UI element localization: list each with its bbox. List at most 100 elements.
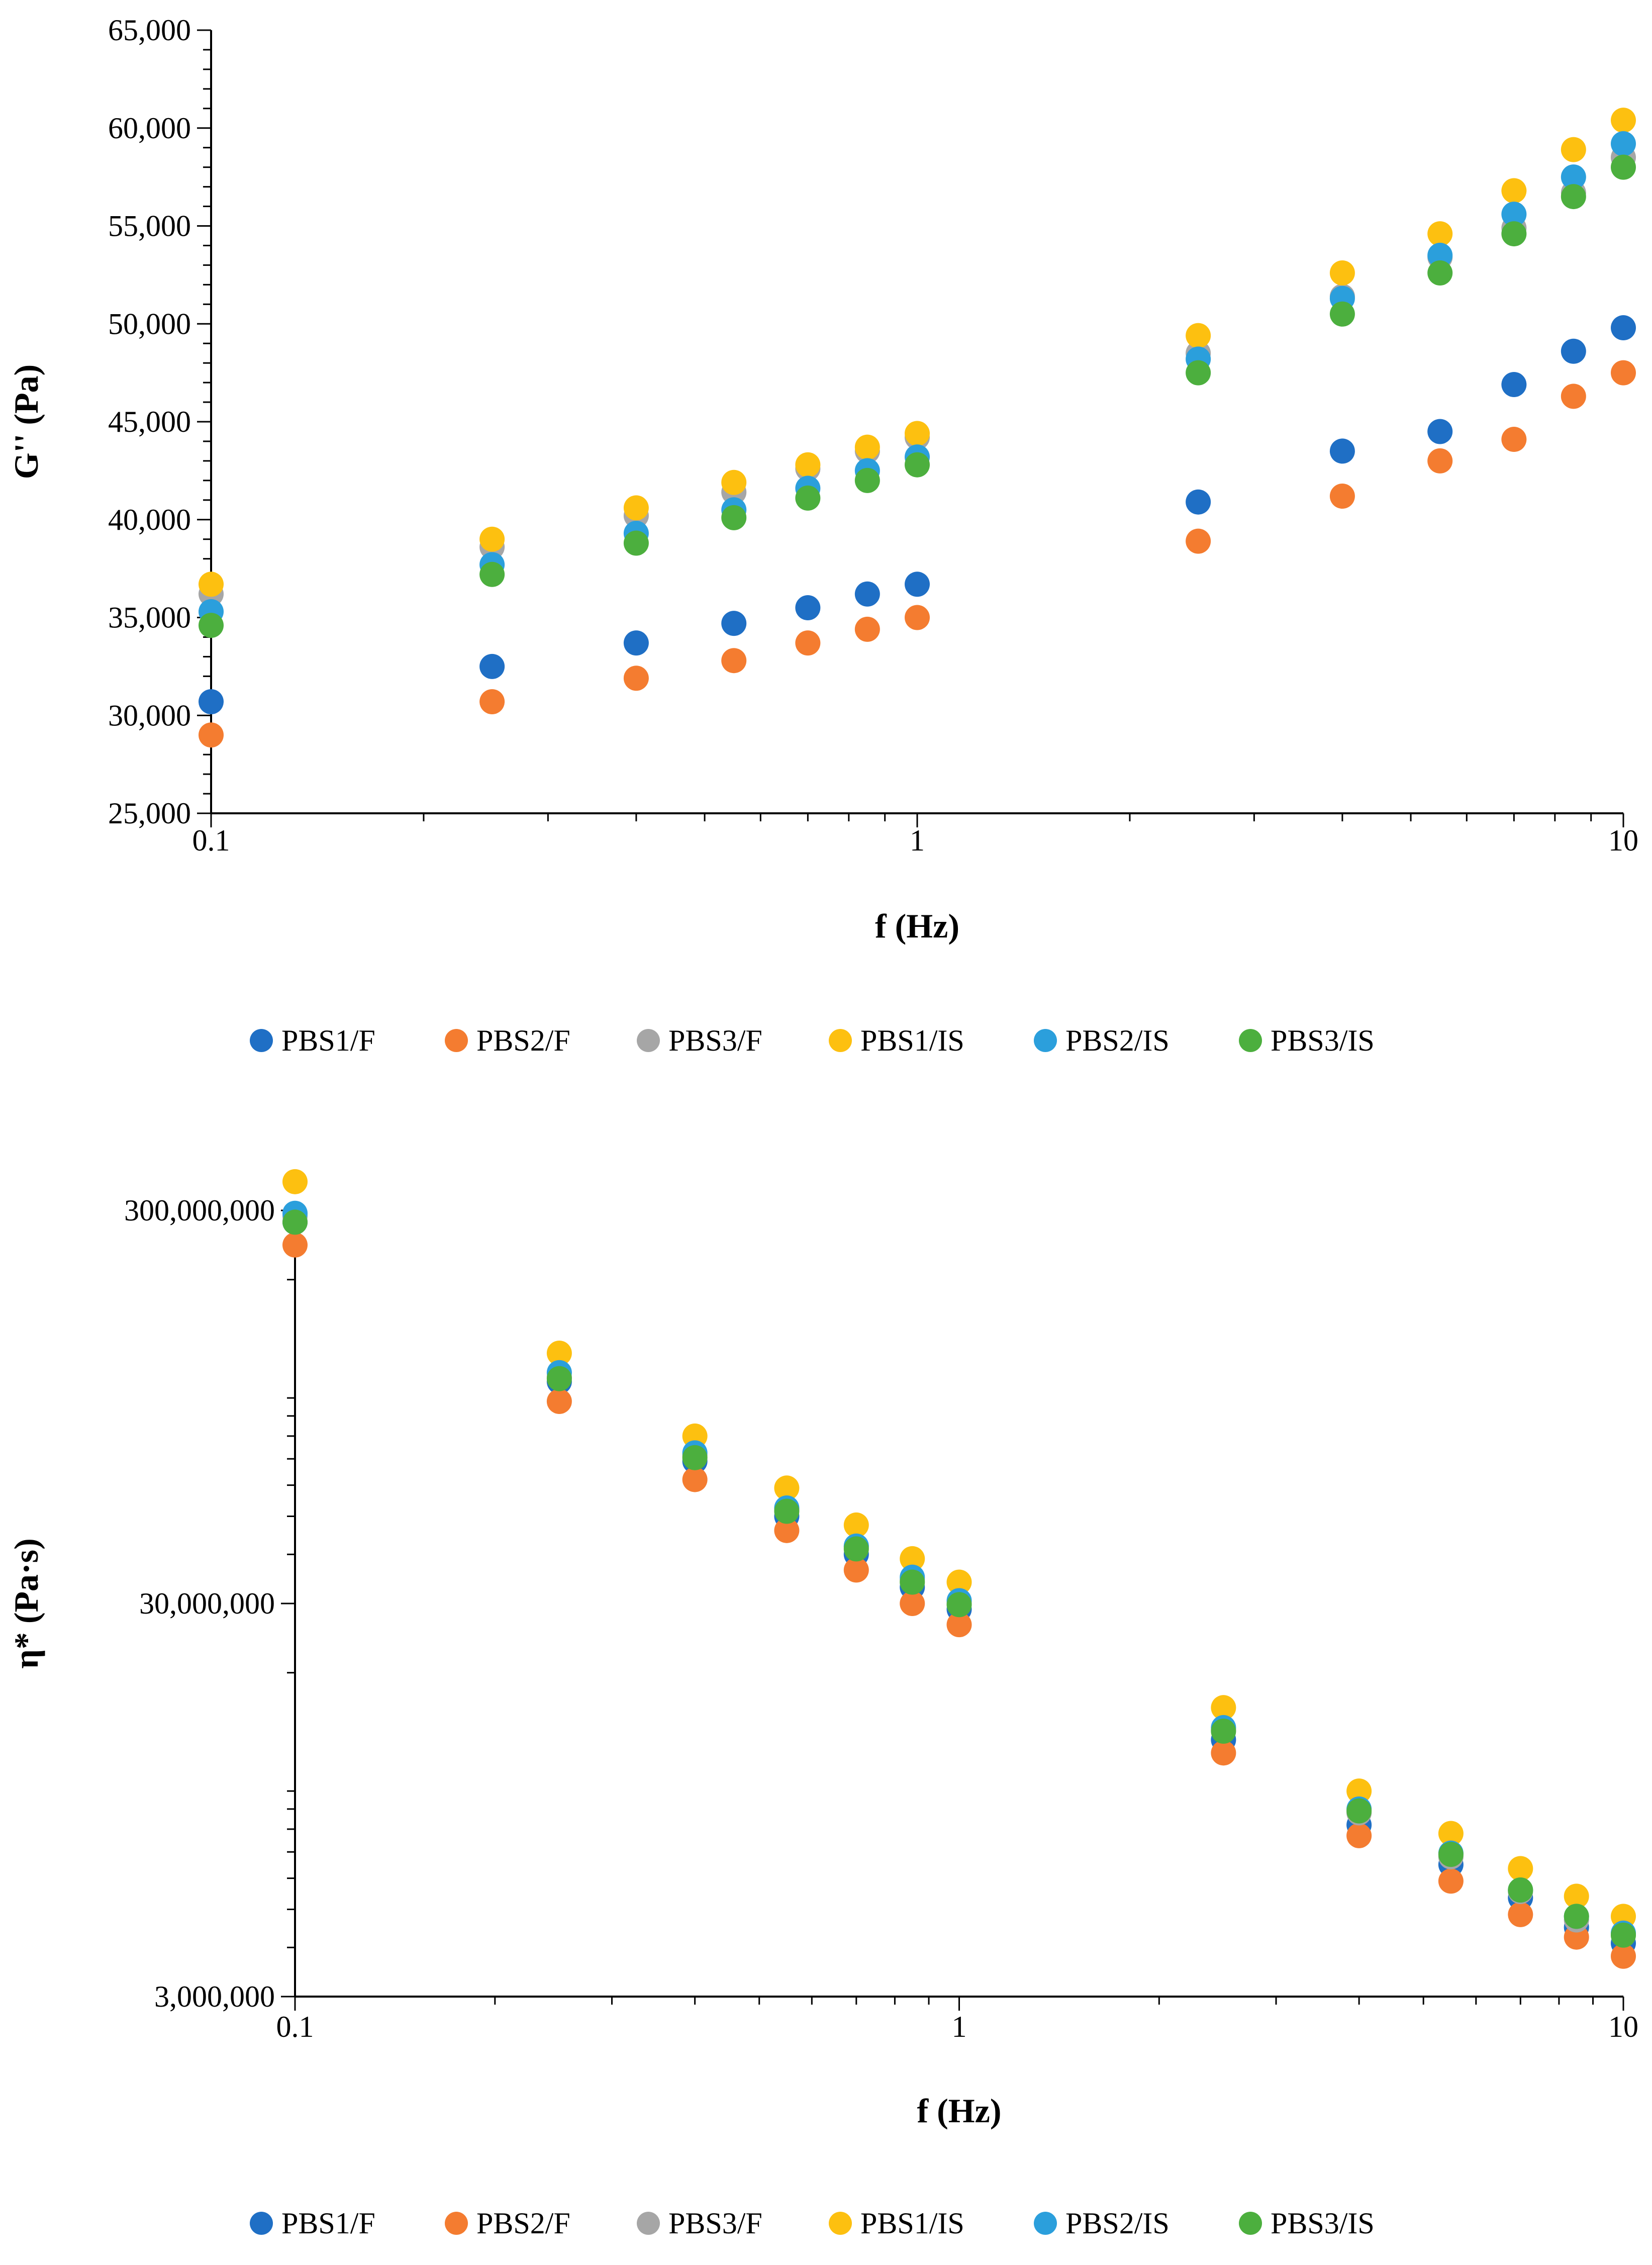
legend-label: PBS1/F (281, 2207, 375, 2240)
data-point (946, 1569, 972, 1595)
data-point (854, 434, 880, 460)
data-point (1561, 184, 1586, 210)
data-point (199, 613, 224, 638)
data-point (1438, 1842, 1464, 1867)
series-pbs2-f (282, 1232, 1636, 1969)
data-point (479, 653, 505, 679)
data-point (1501, 371, 1527, 397)
data-point (623, 495, 649, 521)
data-point (1211, 1695, 1236, 1721)
legend-marker (829, 2212, 852, 2235)
legend-marker (1034, 2212, 1057, 2235)
data-point (1186, 489, 1211, 515)
data-point (1427, 221, 1453, 247)
x-tick-label: 0.1 (276, 2010, 314, 2043)
x-axis-title: f (Hz) (917, 2092, 1001, 2130)
y-tick-label: 25,000 (108, 797, 191, 830)
legend-label: PBS3/IS (1271, 2207, 1375, 2240)
legend-marker (445, 1029, 468, 1052)
data-point (282, 1232, 308, 1258)
x-axis-title: f (Hz) (875, 907, 959, 945)
x-tick-label: 0.1 (192, 824, 230, 857)
data-point (1427, 260, 1453, 286)
data-point (1329, 301, 1355, 327)
data-point (546, 1366, 572, 1391)
data-point (843, 1557, 869, 1583)
data-point (774, 1475, 800, 1501)
legend-label: PBS3/F (668, 1024, 762, 1057)
x-tick-label: 1 (910, 824, 925, 857)
legend-marker (250, 1029, 273, 1052)
data-point (1611, 1922, 1636, 1948)
chart-complex-viscosity: 3,000,000 30,000,000 300,000,000 0.1 1 10 f (H… (7, 1169, 1638, 2240)
data-point (1611, 315, 1636, 341)
data-point (1501, 221, 1527, 247)
series-pbs3-f (199, 145, 1636, 607)
data-point (1611, 1943, 1636, 1969)
data-point (546, 1341, 572, 1366)
data-point (900, 1569, 925, 1595)
data-point (1561, 137, 1586, 162)
data-point (1501, 202, 1527, 227)
legend-marker (445, 2212, 468, 2235)
series-pbs1-is (282, 1169, 1636, 1929)
data-point (946, 1612, 972, 1638)
data-point (1561, 338, 1586, 364)
chart-loss-modulus: 25,000 30,000 35,000 40,000 45,000 50,000 55,0… (7, 14, 1638, 1057)
data-point (546, 1388, 572, 1414)
y-tick-label: 3,000,000 (154, 1980, 275, 2013)
data-point (1564, 1883, 1589, 1909)
data-point (1346, 1798, 1372, 1824)
data-point (795, 630, 821, 656)
data-point (1501, 427, 1527, 452)
data-point (682, 1467, 708, 1492)
data-point (905, 421, 930, 446)
data-point (1564, 1904, 1589, 1929)
data-point (795, 452, 821, 478)
data-point (1427, 448, 1453, 474)
data-point (479, 689, 505, 714)
y-tick-label: 50,000 (108, 307, 191, 340)
data-point (900, 1546, 925, 1571)
data-point (1564, 1924, 1589, 1950)
legend-marker (1239, 2212, 1262, 2235)
data-point (1561, 164, 1586, 190)
legend-marker (1034, 1029, 1057, 1052)
x-tick-label: 10 (1608, 824, 1638, 857)
data-point (905, 452, 930, 478)
series-pbs1-is (199, 108, 1636, 597)
data-point (199, 572, 224, 597)
data-point (1611, 360, 1636, 386)
legend-label: PBS2/IS (1065, 2207, 1170, 2240)
y-tick-label: 300,000,000 (124, 1194, 275, 1227)
data-point (1186, 528, 1211, 554)
data-point (1211, 1719, 1236, 1744)
data-point (1329, 438, 1355, 464)
legend-marker (637, 2212, 660, 2235)
data-point (795, 485, 821, 511)
data-point (282, 1209, 308, 1235)
y-axis-title: G'' (Pa) (7, 364, 45, 480)
data-point (854, 581, 880, 607)
data-point (905, 605, 930, 630)
legend-marker (637, 1029, 660, 1052)
data-point (946, 1592, 972, 1618)
data-point (774, 1518, 800, 1543)
data-point (1329, 260, 1355, 286)
legend-marker (1239, 1029, 1262, 1052)
legend-label: PBS1/IS (860, 2207, 964, 2240)
data-point (1427, 419, 1453, 444)
data-point (905, 572, 930, 597)
y-tick-label: 40,000 (108, 503, 191, 536)
series-pbs2-f (199, 360, 1636, 748)
legend-label: PBS3/F (668, 2207, 762, 2240)
data-point (623, 666, 649, 691)
legend-label: PBS2/IS (1065, 1024, 1170, 1057)
data-point (721, 505, 747, 530)
data-point (854, 467, 880, 493)
data-point (1438, 1868, 1464, 1894)
data-point (682, 1445, 708, 1470)
data-point (843, 1512, 869, 1538)
legend-label: PBS1/IS (860, 1024, 964, 1057)
